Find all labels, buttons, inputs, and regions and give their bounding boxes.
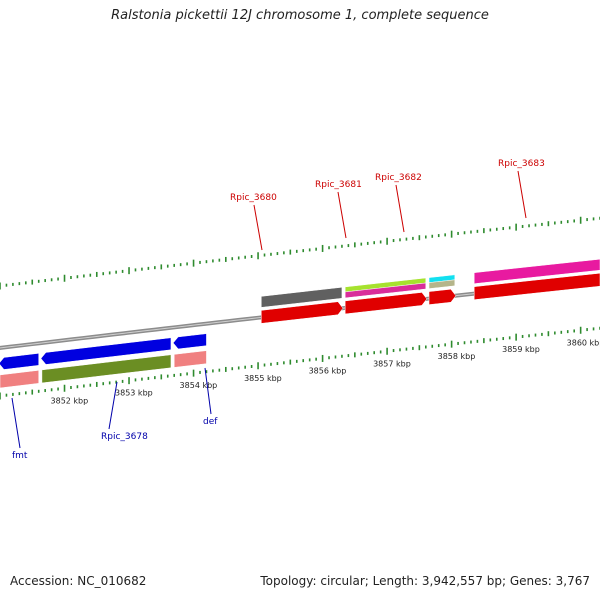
gene-leader-line bbox=[253, 204, 263, 251]
gene-feature-bottom bbox=[0, 370, 39, 389]
gene-cds-arrow bbox=[172, 333, 207, 350]
gene-label-reverse: Rpic_3678 bbox=[101, 432, 148, 442]
map-title: Ralstonia pickettii 12J chromosome 1, co… bbox=[111, 8, 489, 23]
gene-cds-arrow bbox=[344, 292, 428, 315]
gene-cds-arrow bbox=[473, 272, 600, 300]
gene-feature-bottom bbox=[41, 354, 172, 384]
gene-feature-middle bbox=[428, 279, 456, 289]
gene-label-reverse: def bbox=[203, 417, 218, 427]
gene-label-forward: Rpic_3680 bbox=[230, 193, 277, 203]
tick-label: 3856 kbp bbox=[309, 366, 347, 375]
gene-label-forward: Rpic_3682 bbox=[375, 173, 422, 183]
gene-cds-arrow bbox=[428, 288, 457, 305]
gene-leader-line bbox=[395, 184, 405, 233]
gene-label-forward: Rpic_3683 bbox=[498, 159, 545, 169]
gene-feature-top bbox=[473, 258, 600, 284]
accession-text: Accession: NC_010682 bbox=[10, 574, 147, 588]
gene-label-forward: Rpic_3681 bbox=[315, 180, 362, 190]
gene-leader-line bbox=[204, 367, 212, 415]
gene-label-reverse: fmt bbox=[12, 451, 28, 461]
tick-label: 3860 kbp bbox=[567, 338, 600, 347]
gene-cds-arrow bbox=[261, 301, 344, 324]
gene-feature-top bbox=[261, 287, 343, 308]
tick-label: 3858 kbp bbox=[438, 352, 476, 361]
tick-label: 3859 kbp bbox=[502, 345, 540, 354]
genome-summary-text: Topology: circular; Length: 3,942,557 bp… bbox=[260, 574, 590, 588]
gene-feature-bottom bbox=[173, 350, 207, 368]
gene-leader-line bbox=[108, 381, 118, 430]
tick-label: 3852 kbp bbox=[51, 396, 89, 405]
gene-cds-arrow bbox=[40, 337, 172, 365]
tick-label: 3857 kbp bbox=[373, 359, 411, 368]
gene-cds-arrow bbox=[0, 353, 39, 370]
gene-leader-line bbox=[11, 397, 21, 449]
gene-feature-middle bbox=[344, 282, 427, 299]
tick-label: 3855 kbp bbox=[244, 374, 282, 383]
tick-label: 3853 kbp bbox=[115, 389, 153, 398]
gene-leader-line bbox=[517, 170, 527, 219]
tick-label: 3854 kbp bbox=[180, 381, 218, 390]
gene-leader-line bbox=[337, 191, 347, 239]
